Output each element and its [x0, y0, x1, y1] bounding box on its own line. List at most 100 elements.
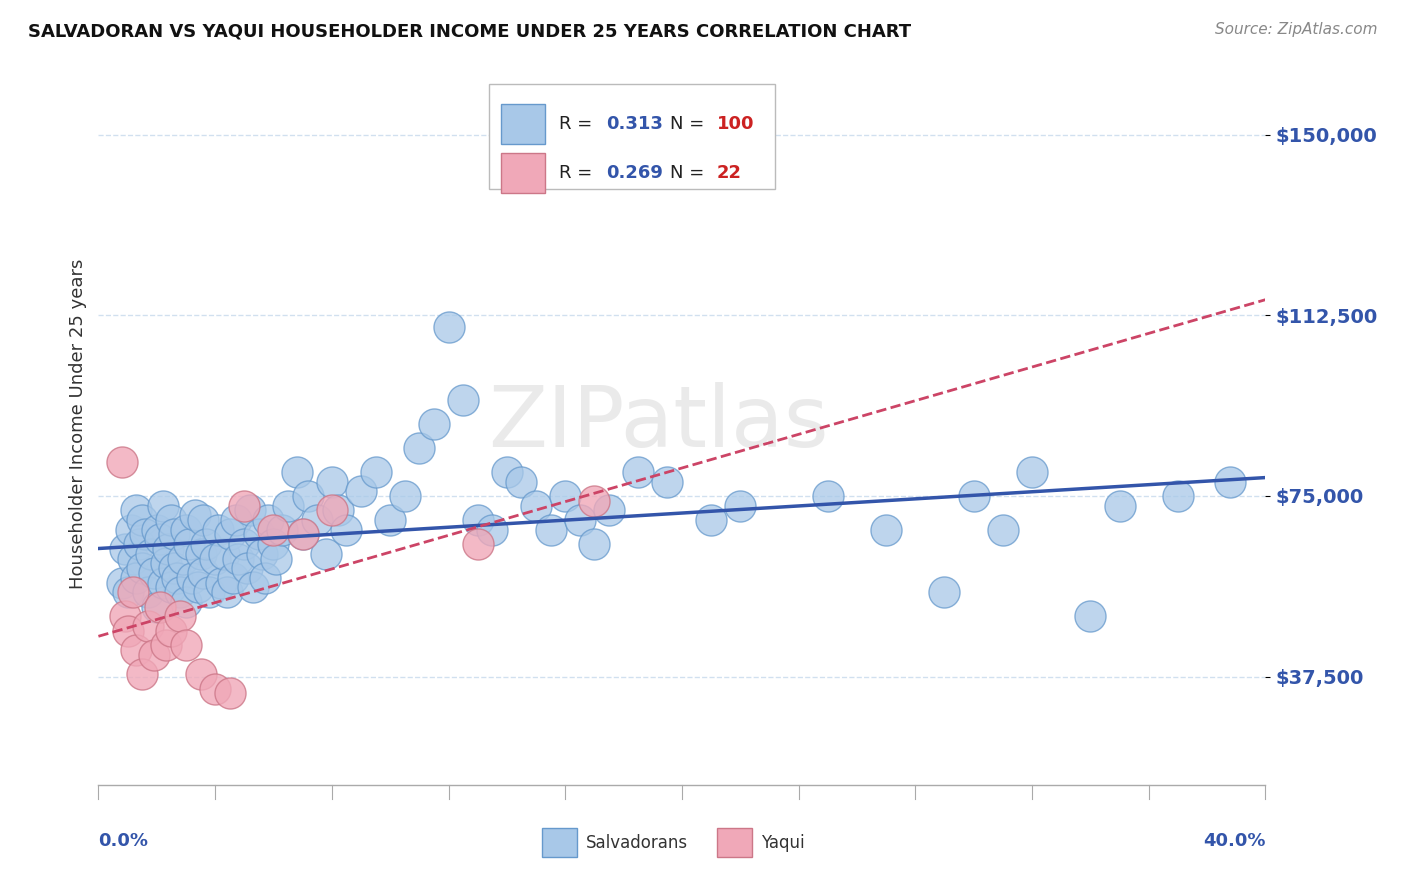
Point [598, 503, 620, 517]
Point [142, 648, 165, 662]
Point [817, 489, 839, 503]
Point [437, 320, 460, 334]
Point [131, 667, 153, 681]
Point [204, 551, 226, 566]
Point [136, 585, 159, 599]
Point [627, 465, 650, 479]
Point [233, 537, 256, 551]
Point [496, 465, 519, 479]
Text: 40.0%: 40.0% [1204, 832, 1265, 850]
Point [236, 561, 259, 575]
Point [190, 547, 212, 561]
Point [125, 571, 148, 585]
Point [1167, 489, 1189, 503]
Point [1108, 499, 1130, 513]
Point [228, 551, 250, 566]
Text: 22: 22 [717, 164, 742, 182]
Point [212, 547, 235, 561]
FancyBboxPatch shape [717, 829, 752, 857]
Point [250, 547, 273, 561]
Point [218, 686, 240, 700]
Point [193, 566, 215, 580]
Point [218, 527, 240, 541]
Point [297, 489, 319, 503]
Point [149, 533, 172, 547]
Point [271, 523, 294, 537]
Point [962, 489, 984, 503]
Point [451, 392, 474, 407]
Point [1080, 609, 1102, 624]
FancyBboxPatch shape [489, 84, 775, 189]
Point [160, 513, 183, 527]
Point [321, 503, 343, 517]
Point [583, 493, 606, 508]
Text: N =: N = [671, 164, 710, 182]
Point [160, 581, 183, 595]
Point [730, 499, 752, 513]
Point [335, 523, 357, 537]
Point [700, 513, 723, 527]
Point [152, 575, 174, 590]
Point [239, 503, 262, 517]
Point [540, 523, 562, 537]
Point [350, 484, 373, 499]
Point [991, 523, 1014, 537]
Point [467, 513, 489, 527]
Point [128, 537, 150, 551]
Point [1219, 475, 1241, 489]
Point [481, 523, 503, 537]
Text: 0.313: 0.313 [606, 115, 664, 133]
Point [163, 527, 186, 541]
Point [364, 465, 387, 479]
Point [1021, 465, 1043, 479]
Point [136, 619, 159, 633]
Point [146, 599, 169, 614]
Point [207, 523, 229, 537]
Text: R =: R = [560, 164, 599, 182]
Text: R =: R = [560, 115, 599, 133]
Point [321, 475, 343, 489]
Point [285, 465, 308, 479]
Point [166, 571, 188, 585]
Text: N =: N = [671, 115, 710, 133]
Text: 100: 100 [717, 115, 755, 133]
Point [262, 523, 284, 537]
Point [122, 551, 145, 566]
Point [934, 585, 956, 599]
Point [187, 581, 209, 595]
Point [117, 624, 139, 638]
Point [307, 513, 329, 527]
Point [266, 551, 288, 566]
Point [568, 513, 591, 527]
Point [117, 585, 139, 599]
Point [111, 575, 134, 590]
Point [190, 667, 212, 681]
Point [169, 609, 191, 624]
Point [256, 513, 278, 527]
Point [247, 527, 270, 541]
Point [554, 489, 576, 503]
Point [169, 585, 191, 599]
Point [120, 523, 142, 537]
Point [195, 537, 218, 551]
Point [149, 599, 172, 614]
FancyBboxPatch shape [541, 829, 576, 857]
Y-axis label: Householder Income Under 25 years: Householder Income Under 25 years [69, 259, 87, 589]
Point [233, 499, 256, 513]
Point [125, 503, 148, 517]
Text: Source: ZipAtlas.com: Source: ZipAtlas.com [1215, 22, 1378, 37]
Text: ZIPatlas: ZIPatlas [488, 382, 830, 466]
Point [152, 499, 174, 513]
Point [408, 441, 430, 455]
Point [291, 527, 314, 541]
Point [111, 455, 134, 469]
Point [583, 537, 606, 551]
Point [125, 643, 148, 657]
Point [183, 508, 205, 523]
Point [155, 638, 177, 652]
Point [277, 499, 299, 513]
Point [215, 585, 238, 599]
Text: 0.269: 0.269 [606, 164, 664, 182]
Point [172, 551, 194, 566]
Point [160, 624, 183, 638]
